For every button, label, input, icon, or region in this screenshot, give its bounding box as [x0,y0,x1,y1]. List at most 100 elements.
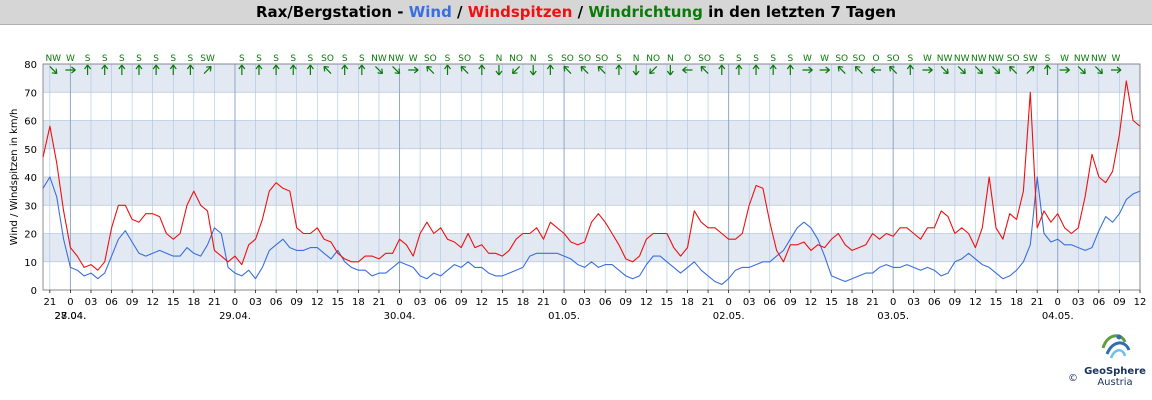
direction-label: S [136,54,142,64]
arrow-shape [272,64,280,75]
direction-label: S [479,54,485,64]
direction-arrow [1077,66,1086,75]
direction-arrow [478,64,486,75]
x-tick-label: 12 [146,297,159,308]
direction-label: SO [424,54,437,64]
direction-arrow [529,65,537,76]
arrow-shape [511,66,521,75]
direction-arrow [495,65,503,76]
date-label-layer: 27.04.28.04. 29.04. 30.04. 01.05. 02.05. 03.0… [55,311,1074,322]
geosphere-logo: GeoSphere Austria [1080,328,1150,398]
arrow-shape [974,66,984,75]
x-tick-label: 15 [331,297,344,308]
direction-arrow [837,65,846,74]
x-tick-label: 06 [763,297,776,308]
direction-label: W [1112,54,1121,64]
arrow-shape [49,66,58,75]
date-label: 30.04. [384,311,416,322]
title-gust: Windspitzen [467,3,573,21]
x-tick-label: 09 [290,297,303,308]
direction-arrow [1059,66,1070,74]
direction-label: SO [852,54,865,64]
x-tick-label: 18 [1010,297,1023,308]
x-tick-label: 0 [725,297,731,308]
direction-arrow [135,64,143,75]
arrow-shape [940,66,949,75]
direction-label: NW [1074,54,1090,64]
arrow-shape [992,66,1001,75]
direction-arrow [802,66,813,74]
direction-label: S [102,54,108,64]
x-tick-label: 15 [825,297,838,308]
direction-label: SO [1007,54,1020,64]
title-suffix: in den letzten 7 Tagen [702,3,897,21]
direction-label: NW [971,54,987,64]
y-tick-label: 40 [24,173,37,184]
y-tick-label: 50 [24,145,37,156]
x-tick-label: 12 [475,297,488,308]
direction-label: S [787,54,793,64]
direction-label: NW [1091,54,1107,64]
arrow-shape [306,64,314,75]
arrow-shape [444,64,451,75]
y-tick-label: 30 [24,201,37,212]
date-label: 29.04. [219,311,251,322]
direction-label: S [119,54,125,64]
direction-arrow [580,65,589,74]
direction-arrow [118,64,126,75]
direction-label: S [308,54,314,64]
x-tick-label: 06 [105,297,118,308]
direction-arrow [769,64,777,75]
direction-label: S [1045,54,1051,64]
x-tick-label: 15 [167,297,180,308]
x-tick-label: 15 [661,297,674,308]
arrow-shape [563,65,572,74]
direction-arrow [272,64,280,75]
arrow-shape [769,64,777,75]
x-tick-label: 06 [599,297,612,308]
x-tick-label: 12 [640,297,653,308]
arrow-shape [478,64,486,75]
y-tick-label: 10 [24,258,37,269]
direction-arrow [700,65,709,74]
y-axis-label: Wind / Windspitzen in km/h [9,109,20,246]
direction-arrow [649,66,658,75]
direction-arrow [752,64,760,75]
date-label: 04.05. [1042,311,1074,322]
direction-arrow [854,65,863,74]
x-tick-label: 18 [517,297,530,308]
x-tick-label: 21 [866,297,879,308]
x-tick-label: 21 [537,297,550,308]
y-tick-label: 70 [24,88,37,99]
arrow-shape [323,65,332,74]
x-tick-label: 09 [1113,297,1126,308]
direction-arrow [922,66,933,74]
direction-label: SO [561,54,574,64]
arrow-shape [632,65,640,76]
arrow-shape [135,64,143,75]
direction-arrow [546,64,554,75]
direction-arrow [1043,64,1051,75]
direction-label: S [342,54,348,64]
arrow-shape [84,64,92,75]
direction-arrow [597,65,606,74]
x-tick-label: 0 [1055,297,1061,308]
direction-label: NO [509,54,523,64]
direction-label: SO [698,54,711,64]
direction-arrow [1094,66,1103,75]
arrow-shape [238,64,246,75]
x-tick-label: 12 [805,297,818,308]
x-tick-label: 09 [455,297,468,308]
direction-label: SW [1023,54,1038,64]
arrow-shape [392,66,401,75]
x-tick-label: 09 [619,297,632,308]
direction-label: SW [200,54,215,64]
direction-arrow [718,64,726,75]
x-tick-label: 18 [352,297,365,308]
direction-layer: NW W S S S S S S S SW S S S S S SO S S NW NW W SO S SO S N NO N S SO S… [45,54,1122,76]
direction-label: S [445,54,451,64]
arrow-shape [1043,64,1051,75]
x-tick-label: 09 [784,297,797,308]
arrow-shape [169,64,177,75]
